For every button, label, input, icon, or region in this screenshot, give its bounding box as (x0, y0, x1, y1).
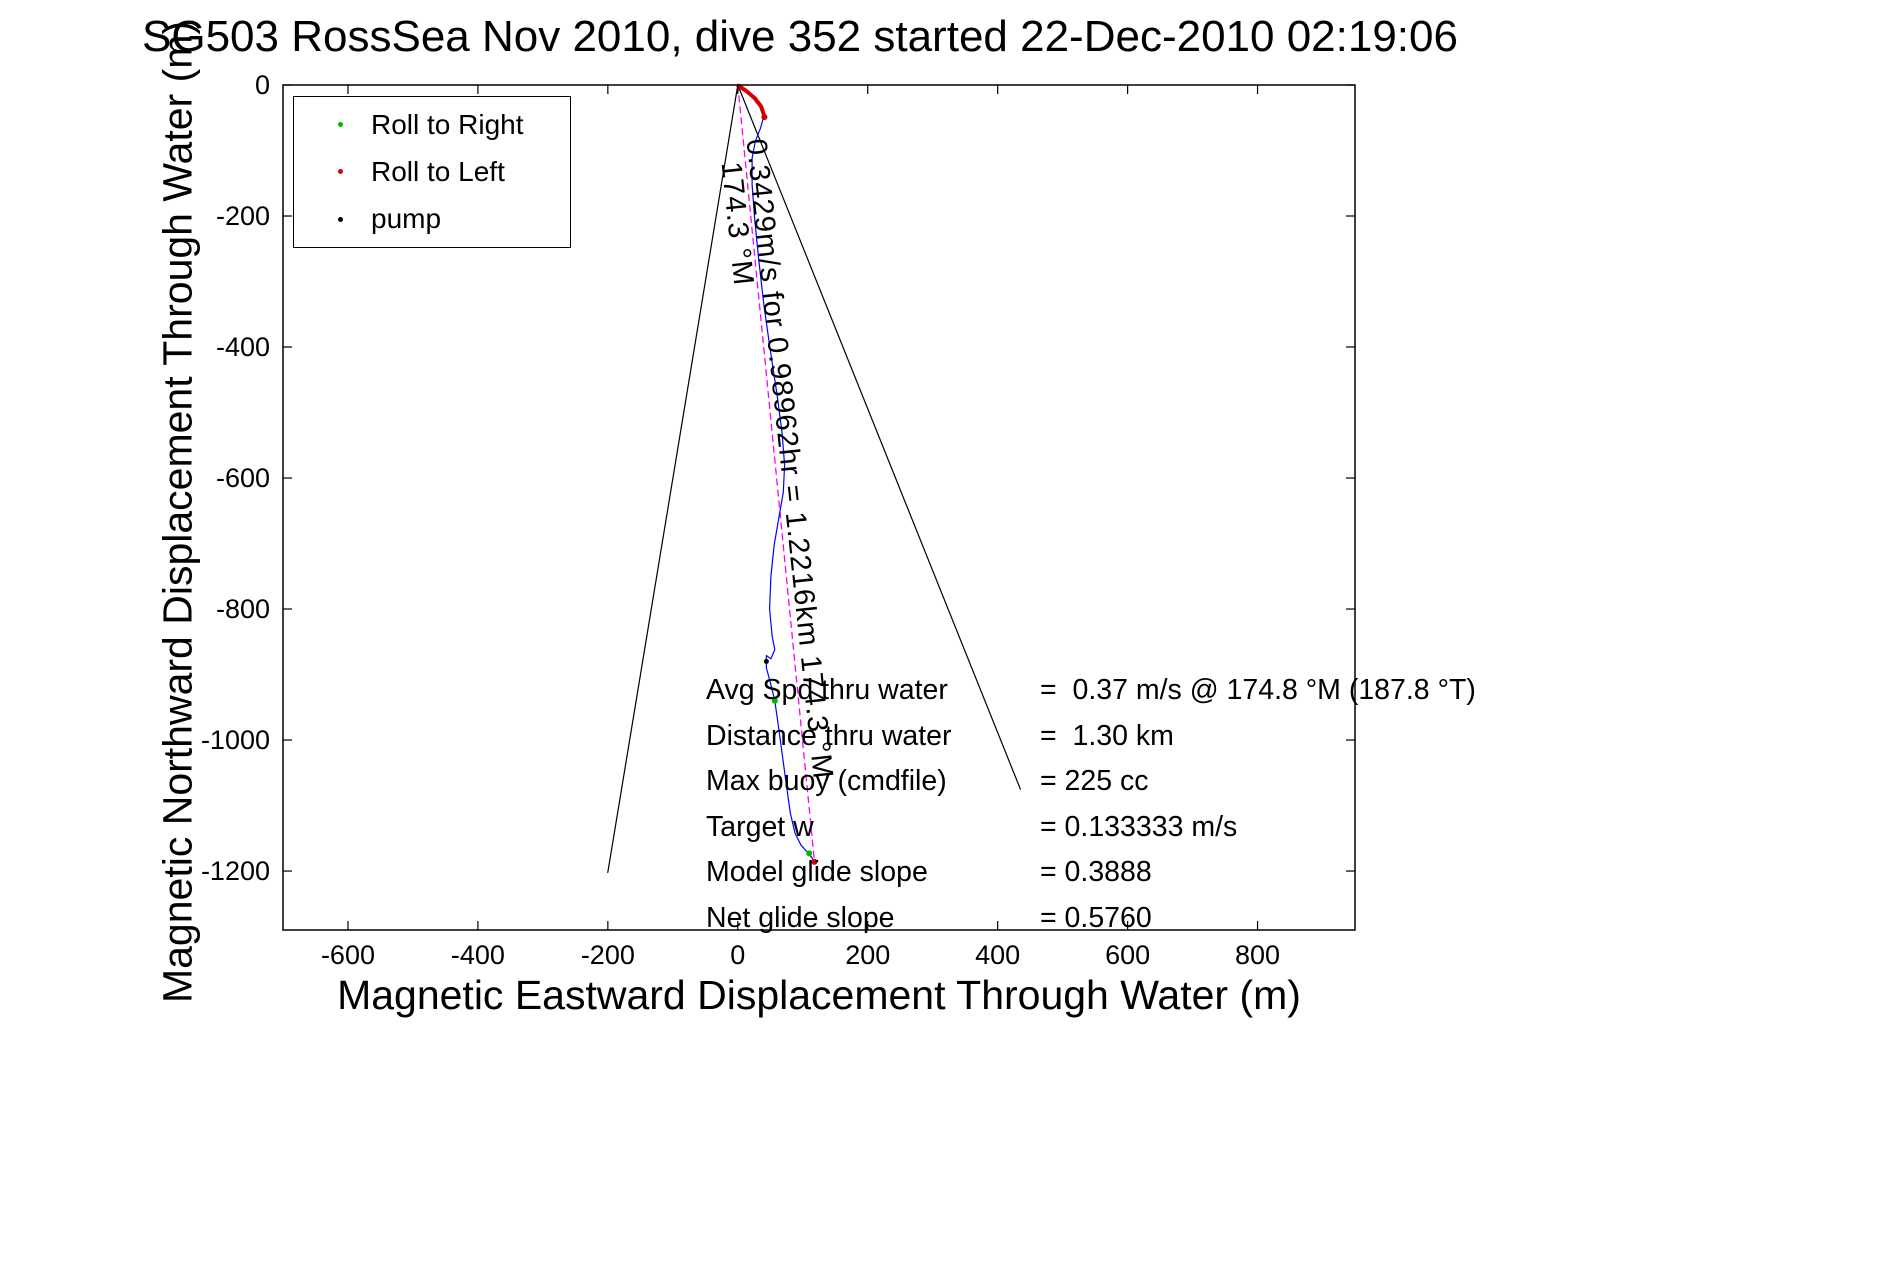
stat-label: Target w (706, 810, 814, 843)
x-tick-label: 0 (730, 940, 745, 970)
stat-row-distance: Distance thru water = 1.30 km (706, 714, 1476, 760)
stat-label: Distance thru water (706, 719, 952, 752)
legend-label: Roll to Left (371, 155, 505, 187)
x-tick-label: 600 (1105, 940, 1150, 970)
marker-roll-to-right (806, 850, 813, 857)
legend-item-pump: pump (294, 196, 570, 242)
x-axis-label: Magnetic Eastward Displacement Through W… (337, 972, 1301, 1018)
marker-roll-to-left (811, 858, 818, 865)
stat-row-net-glide-slope: Net glide slope = 0.5760 (706, 896, 1476, 942)
roll-left-marker-icon (338, 169, 343, 175)
x-tick-label: -600 (321, 940, 375, 970)
x-tick-label: 400 (975, 940, 1020, 970)
stat-value: = 225 cc (1040, 765, 1149, 798)
y-tick-label: -200 (216, 201, 270, 231)
pump-marker-icon (338, 216, 343, 222)
chart-title: SG503 RossSea Nov 2010, dive 352 started… (142, 12, 1458, 61)
x-tick-label: -200 (581, 940, 635, 970)
stat-label: Max buoy (cmdfile) (706, 765, 947, 798)
stat-value: = 0.133333 m/s (1040, 810, 1238, 843)
legend-label: Roll to Right (371, 108, 524, 140)
stat-row-avg-speed: Avg Spd thru water = 0.37 m/s @ 174.8 °M… (706, 668, 1476, 714)
axes-box (282, 84, 1356, 931)
legend-item-roll-to-left: Roll to Left (294, 149, 570, 195)
y-axis-label: Magnetic Northward Displacement Through … (154, 20, 201, 1004)
series-bearing-line-right (737, 84, 1022, 790)
stat-value: = 0.5760 (1040, 901, 1152, 934)
stats-block: Avg Spd thru water = 0.37 m/s @ 174.8 °M… (706, 668, 1476, 941)
series-bearing-line-left (607, 84, 739, 874)
y-tick-label: -600 (216, 463, 270, 493)
stat-value: = 1.30 km (1040, 719, 1174, 752)
stat-row-model-glide-slope: Model glide slope = 0.3888 (706, 850, 1476, 896)
x-tick-label: 200 (845, 940, 890, 970)
stat-label: Avg Spd thru water (706, 674, 948, 707)
stat-row-target-w: Target w = 0.133333 m/s (706, 805, 1476, 851)
y-tick-label: -800 (216, 594, 270, 624)
stat-value: = 0.37 m/s @ 174.8 °M (187.8 °T) (1040, 674, 1476, 707)
legend: Roll to Right Roll to Left pump (293, 96, 571, 248)
series-rhumb-line (737, 84, 816, 863)
y-tick-label: 0 (255, 70, 270, 100)
marker-roll-to-right (771, 697, 778, 704)
y-tick-label: -1200 (201, 856, 270, 886)
stat-label: Model glide slope (706, 856, 928, 889)
roll-right-marker-icon (338, 122, 343, 128)
y-tick-label: -400 (216, 332, 270, 362)
marker-pump (763, 658, 769, 664)
legend-item-roll-to-right: Roll to Right (294, 102, 570, 148)
x-tick-label: 800 (1235, 940, 1280, 970)
legend-label: pump (371, 203, 442, 235)
stat-value: = 0.3888 (1040, 856, 1152, 889)
marker-roll-to-left (761, 114, 768, 121)
series-track-through-water (737, 84, 816, 863)
stat-row-max-buoy: Max buoy (cmdfile) = 225 cc (706, 759, 1476, 805)
y-tick-label: -1000 (201, 725, 270, 755)
x-tick-label: -400 (451, 940, 505, 970)
series-roll-left-start-arc (736, 83, 767, 119)
stat-label: Net glide slope (706, 901, 895, 934)
